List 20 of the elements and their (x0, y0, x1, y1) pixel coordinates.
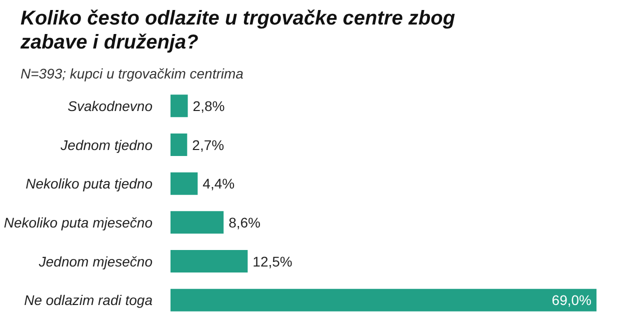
data-label: 12,5% (252, 253, 292, 270)
y-tick-label: Nekoliko puta tjedno (26, 176, 153, 192)
data-label: 2,7% (192, 136, 224, 153)
bar (170, 94, 188, 118)
data-label: 8,6% (228, 214, 261, 230)
chart-title: Koliko često odlazite u trgovačke centre zbog zabave i druženja? (20, 7, 456, 54)
bar (170, 133, 188, 156)
chart-subtitle: N=393; kupci u trgovačkim centrima (20, 66, 244, 82)
bar (170, 288, 596, 312)
data-label: 2,8% (192, 98, 225, 114)
data-label: 69,0% (552, 292, 592, 308)
y-tick-label: Jednom mjesečno (38, 253, 153, 270)
bar (170, 250, 248, 273)
y-tick-label: Ne odlazim radi toga (24, 292, 153, 308)
bar (170, 172, 198, 195)
y-tick-label: Nekoliko puta mjesečno (4, 214, 153, 230)
bar (170, 211, 224, 234)
data-label: 4,4% (202, 176, 235, 192)
y-tick-label: Svakodnevno (68, 98, 153, 114)
y-tick-label: Jednom tjedno (60, 136, 153, 153)
